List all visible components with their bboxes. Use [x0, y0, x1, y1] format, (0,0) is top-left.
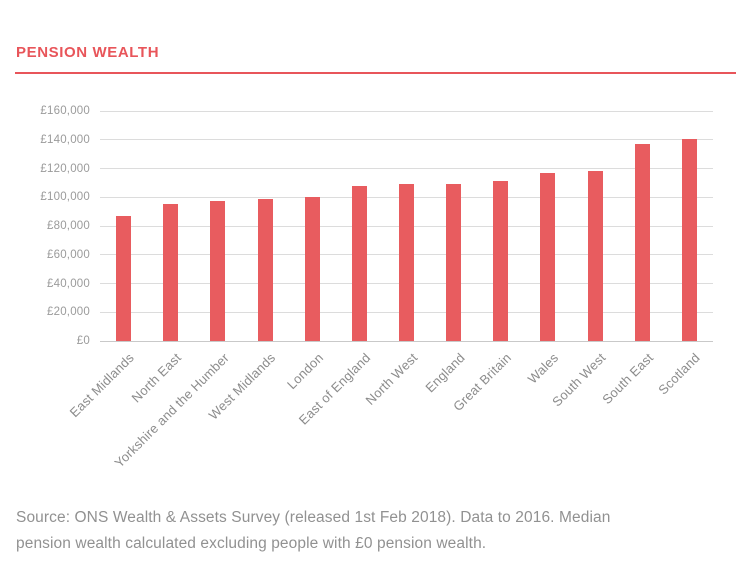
- y-axis-tick-label: £20,000: [47, 306, 90, 319]
- bar-yorkshire-and-the-humber: [210, 200, 226, 341]
- source-note: Source: ONS Wealth & Assets Survey (rele…: [16, 505, 610, 557]
- y-axis-tick-label: £0: [76, 335, 90, 347]
- y-axis-tick-label: £40,000: [47, 277, 90, 290]
- x-axis-tick-label: England: [421, 350, 468, 396]
- gridline: [100, 168, 713, 169]
- title-underline: [15, 72, 736, 74]
- gridline: [100, 139, 713, 141]
- gridline: [100, 110, 713, 112]
- source-note-line: Source: ONS Wealth & Assets Survey (rele…: [16, 509, 611, 526]
- bar-chart: £0 £20,000 £40,000 £60,000 £80,000 £100,000 £1…: [40, 105, 713, 470]
- y-axis-tick-label: £100,000: [40, 191, 90, 204]
- bar-wales: [540, 172, 556, 341]
- x-axis-tick-label: London: [283, 350, 326, 393]
- bar-north-east: [163, 204, 179, 341]
- bar-south-east: [634, 144, 650, 341]
- bar-north-west: [399, 184, 414, 341]
- source-note-line: pension wealth calculated excluding peop…: [16, 535, 487, 552]
- bar-great-britain: [493, 180, 509, 341]
- bar-east-of-england: [351, 185, 367, 341]
- y-axis-tick-label: £160,000: [40, 105, 90, 117]
- bar-england: [446, 183, 462, 341]
- y-axis-tick-label: £140,000: [40, 133, 90, 146]
- y-axis-tick-label: £120,000: [40, 162, 90, 175]
- bar-south-west: [587, 170, 603, 341]
- y-axis-tick-label: £60,000: [47, 248, 90, 261]
- bar-london: [304, 196, 320, 341]
- bar-west-midlands: [257, 199, 273, 341]
- bar-east-midlands: [116, 215, 132, 341]
- x-axis-tick-label: East Midlands: [67, 350, 138, 421]
- bar-scotland: [681, 139, 697, 341]
- y-axis-tick-label: £80,000: [47, 220, 90, 232]
- page-title: PENSION WEALTH: [16, 44, 160, 61]
- x-axis-line: [100, 340, 713, 342]
- x-axis-tick-label: Wales: [525, 350, 562, 387]
- x-axis-tick-label: Scotland: [655, 350, 704, 398]
